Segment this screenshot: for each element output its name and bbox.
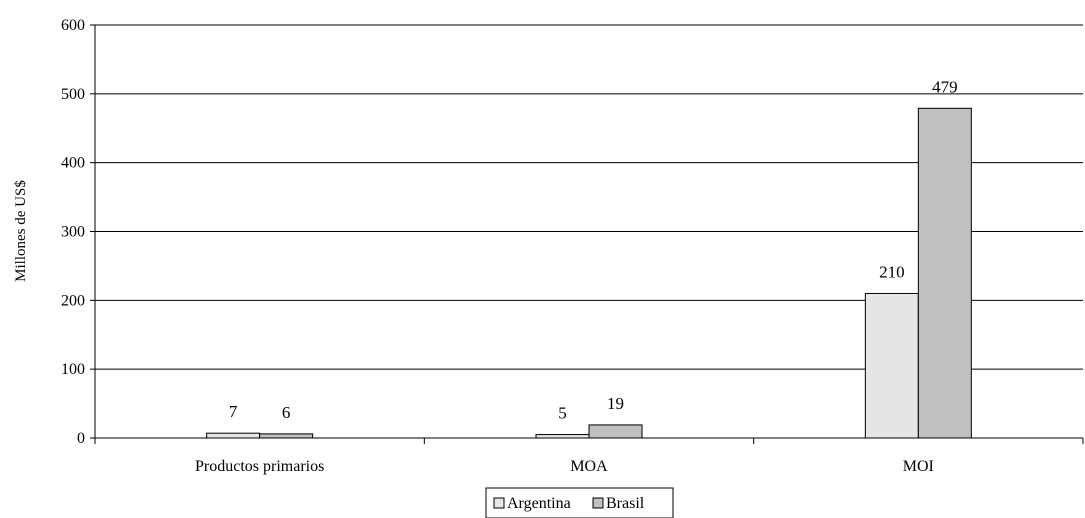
legend-label-argentina: Argentina [507,495,571,512]
y-tick-label: 400 [61,155,85,172]
legend-swatch-brasil [592,497,604,509]
y-tick-label: 500 [61,86,85,103]
x-axis: Productos primarios MOA MOI [94,437,1084,475]
bar-brasil [917,107,972,439]
x-tick-label: Productos primarios [195,458,324,475]
data-label: 210 [879,262,905,281]
y-tick-label: 100 [61,361,85,378]
data-labels: 7 6 5 19 210 479 [229,77,958,422]
data-label: 5 [558,404,567,423]
bars [206,107,972,439]
bar-argentina [864,292,919,439]
legend-box [485,487,674,518]
y-axis-title: Millones de US$ [13,180,29,282]
legend-swatch-argentina [493,497,505,509]
bar-argentina [535,434,590,439]
data-label: 7 [229,402,238,421]
x-tick-label: MOA [570,458,608,475]
y-tick-label: 300 [61,224,85,241]
bar-brasil [259,433,314,439]
y-tick-label: 600 [61,17,85,34]
x-tick-label: MOI [903,458,934,475]
data-label: 479 [932,77,958,96]
y-tick-label: 200 [61,292,85,309]
bar-brasil [588,424,643,439]
y-axis: 0 100 200 300 400 500 600 [61,17,96,447]
legend-label-brasil: Brasil [606,495,645,512]
bar-argentina [206,432,261,439]
data-label: 6 [282,403,291,422]
data-label: 19 [607,394,624,413]
y-tick-label: 0 [77,430,85,447]
legend: Argentina Brasil [485,487,674,518]
